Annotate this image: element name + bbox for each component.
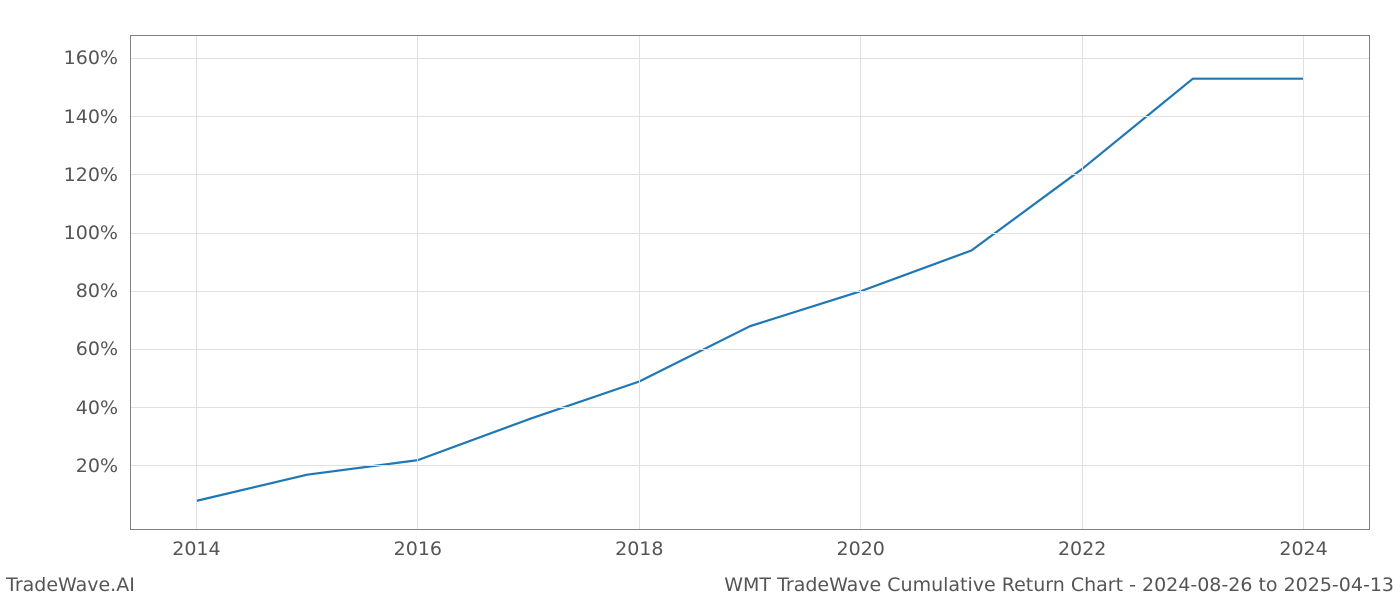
cumulative-return-chart: TradeWave.AI WMT TradeWave Cumulative Re… [0,0,1400,600]
y-tick-label: 60% [76,338,118,360]
grid-line-v [639,35,640,530]
x-tick-label: 2022 [1058,538,1106,560]
grid-line-v [1082,35,1083,530]
grid-line-v [417,35,418,530]
x-tick-label: 2020 [837,538,885,560]
y-tick-label: 20% [76,455,118,477]
y-tick-label: 140% [64,106,118,128]
y-tick-label: 80% [76,280,118,302]
line-series [130,35,1370,530]
axis-spine [130,35,131,530]
axis-spine [130,529,1370,530]
grid-line-h [130,116,1370,117]
grid-line-h [130,233,1370,234]
x-tick-label: 2016 [394,538,442,560]
grid-line-v [860,35,861,530]
grid-line-h [130,291,1370,292]
x-tick-label: 2018 [615,538,663,560]
grid-line-h [130,465,1370,466]
y-tick-label: 120% [64,164,118,186]
grid-line-h [130,407,1370,408]
footer-caption: WMT TradeWave Cumulative Return Chart - … [724,574,1394,596]
y-tick-label: 40% [76,397,118,419]
grid-line-h [130,58,1370,59]
grid-line-v [1303,35,1304,530]
grid-line-h [130,349,1370,350]
grid-line-v [196,35,197,530]
grid-line-h [130,174,1370,175]
footer-brand: TradeWave.AI [6,574,135,596]
y-tick-label: 160% [64,47,118,69]
y-tick-label: 100% [64,222,118,244]
x-tick-label: 2024 [1279,538,1327,560]
axis-spine [1369,35,1370,530]
axis-spine [130,35,1370,36]
x-tick-label: 2014 [172,538,220,560]
plot-area [130,35,1370,530]
